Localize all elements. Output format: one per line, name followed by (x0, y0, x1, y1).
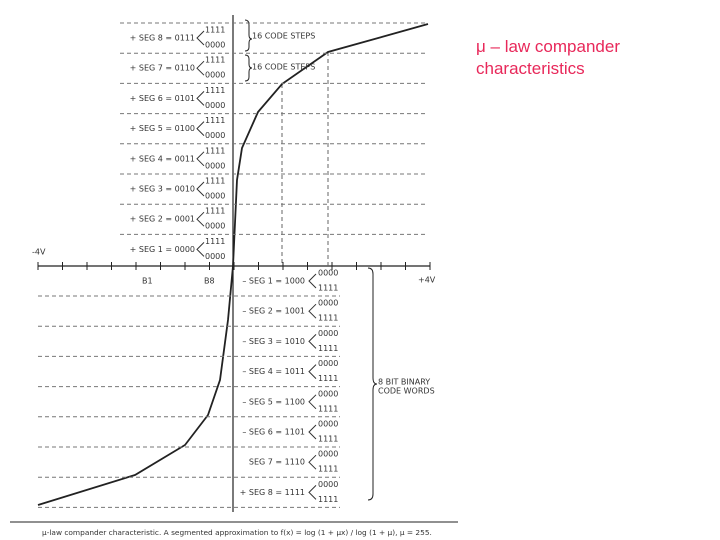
segment-label: + SEG 1 = 0000 (130, 245, 195, 254)
code-bracket (308, 485, 317, 500)
segment-label: + SEG 5 = 0100 (130, 124, 195, 133)
steps-brace (244, 19, 253, 52)
code-top: 1111 (205, 116, 225, 125)
steps-label: 16 CODE STEPS (252, 32, 315, 41)
axes (10, 15, 458, 523)
segment-label: – SEG 3 = 1010 (242, 337, 305, 346)
code-bracket (196, 60, 205, 76)
code-bottom: 1111 (318, 314, 338, 323)
code-bottom: 0000 (205, 71, 225, 80)
code-bottom: 1111 (318, 465, 338, 474)
compander-curve (37, 23, 429, 506)
code-bracket (196, 181, 205, 197)
segment-label: – SEG 2 = 1001 (242, 307, 305, 316)
code-top: 1111 (205, 26, 225, 35)
segment-label: + SEG 6 = 0101 (130, 94, 195, 103)
code-top: 1111 (205, 146, 225, 155)
code-top: 0000 (318, 450, 338, 459)
code-bottom: 0000 (205, 41, 225, 50)
segment-label: SEG 7 = 1110 (249, 458, 305, 467)
axis-label: +4V (418, 276, 436, 285)
code-bracket (308, 364, 317, 379)
code-bracket (308, 273, 317, 289)
caption: μ-law compander characteristic. A segmen… (42, 528, 432, 537)
code-bracket (308, 334, 317, 349)
axis-label: B8 (204, 277, 215, 286)
segment-label: + SEG 3 = 0010 (130, 185, 195, 194)
code-words-label: CODE WORDS (378, 387, 435, 396)
code-bracket (196, 151, 205, 167)
code-bottom: 0000 (205, 192, 225, 201)
code-bracket (196, 121, 205, 136)
axis-label: -4V (32, 248, 46, 257)
code-top: 1111 (205, 207, 225, 216)
code-bracket (308, 454, 317, 470)
code-bracket (196, 242, 205, 257)
code-bottom: 0000 (205, 101, 225, 110)
code-bracket (196, 30, 205, 46)
code-bottom: 1111 (318, 435, 338, 444)
steps-brace (244, 54, 253, 82)
segment-label: – SEG 5 = 1100 (242, 397, 305, 406)
segment-label: + SEG 8 = 0111 (130, 34, 195, 43)
segment-label: – SEG 4 = 1011 (242, 367, 305, 376)
code-top: 0000 (318, 269, 338, 278)
segment-label: + SEG 2 = 0001 (130, 215, 195, 224)
code-bottom: 0000 (205, 161, 225, 170)
code-top: 0000 (318, 299, 338, 308)
code-top: 0000 (318, 420, 338, 429)
segment-label: + SEG 4 = 0011 (130, 154, 195, 163)
segment-label: + SEG 7 = 0110 (130, 64, 195, 73)
code-bracket (196, 211, 205, 227)
slide-title: μ – law compander characteristics (476, 37, 620, 78)
code-bracket (308, 424, 317, 440)
code-words-brace (367, 267, 378, 501)
segment-label: – SEG 6 = 1101 (242, 428, 305, 437)
code-bottom: 0000 (205, 252, 225, 261)
code-bracket (308, 303, 317, 319)
code-top: 1111 (205, 56, 225, 65)
code-top: 1111 (205, 177, 225, 186)
code-bottom: 0000 (205, 222, 225, 231)
steps-label: 16 CODE STEPS (252, 63, 315, 72)
axis-label: B1 (142, 277, 153, 286)
segment-label: – SEG 1 = 1000 (242, 277, 305, 286)
code-bottom: 1111 (318, 284, 338, 293)
code-bracket (196, 91, 205, 106)
code-bottom: 1111 (318, 495, 338, 504)
code-bottom: 1111 (318, 344, 338, 353)
segment-label: + SEG 8 = 1111 (240, 488, 305, 497)
code-bracket (308, 394, 317, 410)
code-bottom: 0000 (205, 131, 225, 140)
code-words-label: 8 BIT BINARY (378, 378, 430, 387)
code-top: 1111 (205, 237, 225, 246)
figure: + SEG 8 = 0111 1111 0000 + SEG 7 = 0110 1111… (10, 15, 458, 537)
code-top: 0000 (318, 359, 338, 368)
code-top: 0000 (318, 389, 338, 398)
code-top: 0000 (318, 480, 338, 489)
code-top: 1111 (205, 86, 225, 95)
code-bottom: 1111 (318, 374, 338, 383)
code-top: 0000 (318, 329, 338, 338)
code-bottom: 1111 (318, 404, 338, 413)
